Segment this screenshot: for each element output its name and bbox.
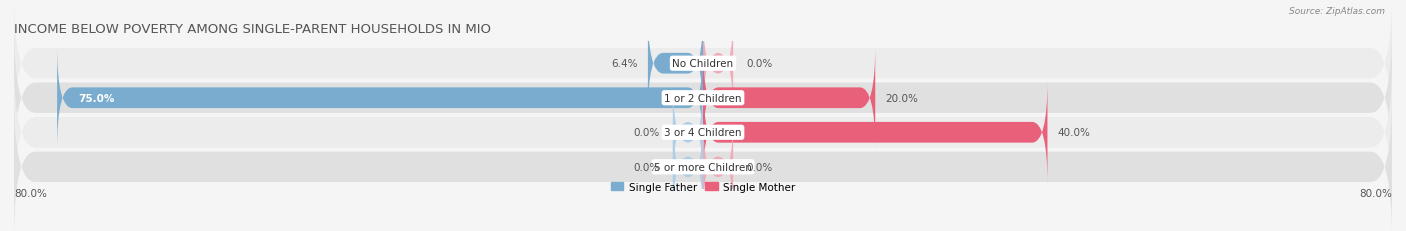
FancyBboxPatch shape [14, 27, 1392, 169]
Text: 0.0%: 0.0% [747, 162, 772, 172]
Text: 20.0%: 20.0% [886, 93, 918, 103]
Text: 0.0%: 0.0% [634, 162, 659, 172]
FancyBboxPatch shape [673, 81, 703, 184]
Text: 75.0%: 75.0% [79, 93, 115, 103]
FancyBboxPatch shape [14, 0, 1392, 135]
Text: 5 or more Children: 5 or more Children [654, 162, 752, 172]
FancyBboxPatch shape [703, 116, 733, 219]
FancyBboxPatch shape [673, 116, 703, 219]
FancyBboxPatch shape [14, 62, 1392, 204]
FancyBboxPatch shape [14, 96, 1392, 231]
FancyBboxPatch shape [648, 12, 703, 116]
Text: 3 or 4 Children: 3 or 4 Children [664, 128, 742, 138]
Legend: Single Father, Single Mother: Single Father, Single Mother [607, 178, 799, 196]
FancyBboxPatch shape [703, 81, 1047, 184]
Text: 1 or 2 Children: 1 or 2 Children [664, 93, 742, 103]
FancyBboxPatch shape [703, 47, 875, 150]
Text: 0.0%: 0.0% [634, 128, 659, 138]
Text: 6.4%: 6.4% [612, 59, 637, 69]
Text: 80.0%: 80.0% [1360, 188, 1392, 198]
Text: No Children: No Children [672, 59, 734, 69]
FancyBboxPatch shape [703, 12, 733, 116]
Text: 40.0%: 40.0% [1057, 128, 1091, 138]
Text: INCOME BELOW POVERTY AMONG SINGLE-PARENT HOUSEHOLDS IN MIO: INCOME BELOW POVERTY AMONG SINGLE-PARENT… [14, 22, 491, 35]
Text: Source: ZipAtlas.com: Source: ZipAtlas.com [1289, 7, 1385, 16]
Text: 0.0%: 0.0% [747, 59, 772, 69]
Text: 80.0%: 80.0% [14, 188, 46, 198]
FancyBboxPatch shape [58, 47, 703, 150]
